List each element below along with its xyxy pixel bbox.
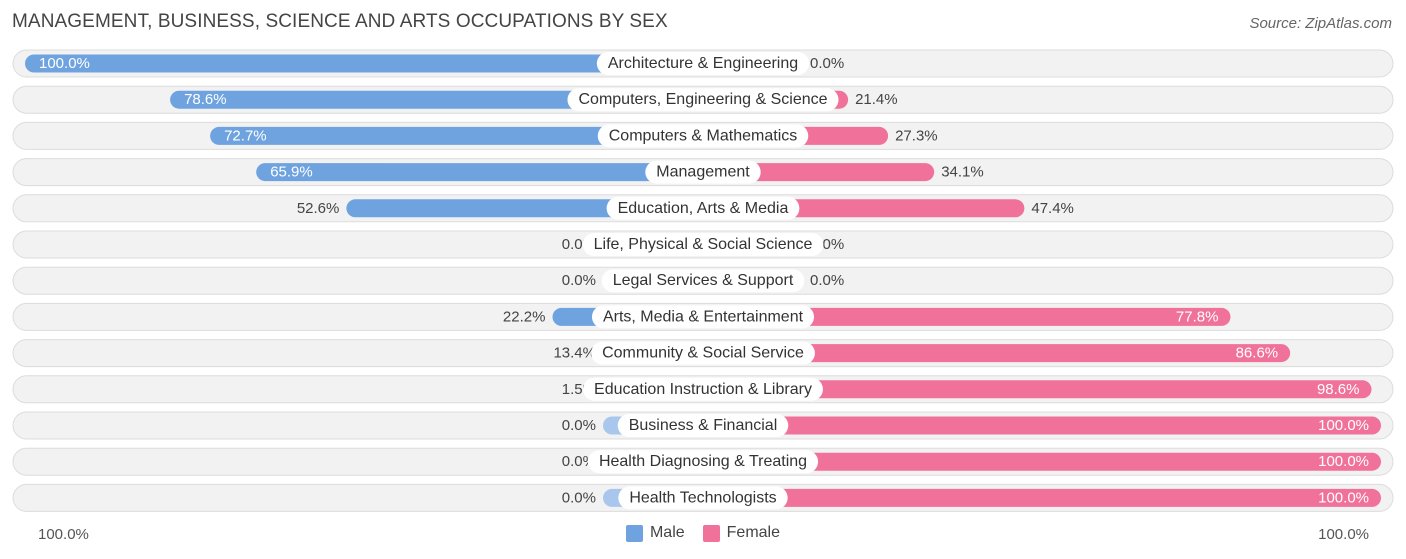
male-value-label: 13.4% [553,345,596,362]
category-pill [567,88,839,112]
male-bar [210,126,703,145]
male-value-label: 0.0% [562,272,596,289]
male-value-label: 22.2% [503,308,546,325]
legend-label-male: Male [649,524,685,541]
female-value-label: 34.1% [941,164,984,181]
female-bar [703,416,1381,435]
male-value-label: 100.0% [39,55,90,72]
female-value-label: 47.4% [1031,200,1074,217]
category-label: Business & Financial [629,417,778,434]
category-label: Management [656,164,750,181]
female-value-label: 100.0% [1318,453,1369,470]
category-pill [582,233,824,256]
category-label: Education, Arts & Media [618,200,789,217]
male-bar [256,163,703,182]
category-label: Life, Physical & Social Science [594,236,813,253]
male-value-label: 65.9% [270,164,313,181]
female-value-label: 100.0% [1318,417,1369,434]
category-label: Legal Services & Support [613,272,794,289]
category-pill [597,124,809,148]
female-value-label: 0.0% [810,55,844,72]
category-label: Health Diagnosing & Treating [599,453,807,470]
source-attribution: Source: ZipAtlas.com [1249,15,1392,32]
chart-title: MANAGEMENT, BUSINESS, SCIENCE AND ARTS O… [12,11,668,32]
category-label: Community & Social Service [602,345,804,362]
female-value-label: 100.0% [1318,489,1369,506]
legend-label-female: Female [726,524,781,541]
male-value-label: 72.7% [224,127,267,144]
category-pill [591,305,815,329]
female-bar [703,163,935,182]
female-bar [703,344,1291,363]
male-value-label: 78.6% [184,91,227,108]
category-label: Computers, Engineering & Science [578,91,827,108]
category-pill [587,450,819,474]
female-bar [703,452,1381,471]
male-bar [25,54,703,73]
category-label: Architecture & Engineering [608,55,798,72]
axis-right-label: 100.0% [1318,526,1369,543]
category-pill [601,269,805,293]
female-bar [703,380,1372,399]
male-value-label: 0.0% [562,489,596,506]
female-bar [703,307,1231,326]
category-label: Computers & Mathematics [609,127,798,144]
category-pill [591,341,815,365]
legend-swatch-male [625,524,643,542]
legend-swatch-female [702,524,720,542]
male-value-label: 0.0% [562,453,596,470]
category-pill [645,160,761,184]
male-value-label: 0.0% [562,417,596,434]
category-pill [596,52,810,75]
female-value-label: 21.4% [855,91,898,108]
category-label: Arts, Media & Entertainment [603,308,804,325]
category-label: Health Technologists [629,489,776,506]
category-pill [618,486,788,510]
axis-left-label: 100.0% [38,526,89,543]
female-bar [703,488,1381,507]
category-pill [606,196,800,220]
legend-item-male: Male [625,524,685,542]
category-label: Education Instruction & Library [594,381,812,398]
legend: Male Female [0,524,1406,542]
category-pill [583,377,823,401]
female-value-label: 0.0% [810,272,844,289]
female-value-label: 77.8% [1176,308,1219,325]
female-value-label: 27.3% [895,127,938,144]
male-value-label: 52.6% [297,200,340,217]
female-value-label: 98.6% [1317,381,1360,398]
legend-item-female: Female [702,524,781,542]
category-pill [617,414,789,437]
female-value-label: 86.6% [1236,345,1279,362]
